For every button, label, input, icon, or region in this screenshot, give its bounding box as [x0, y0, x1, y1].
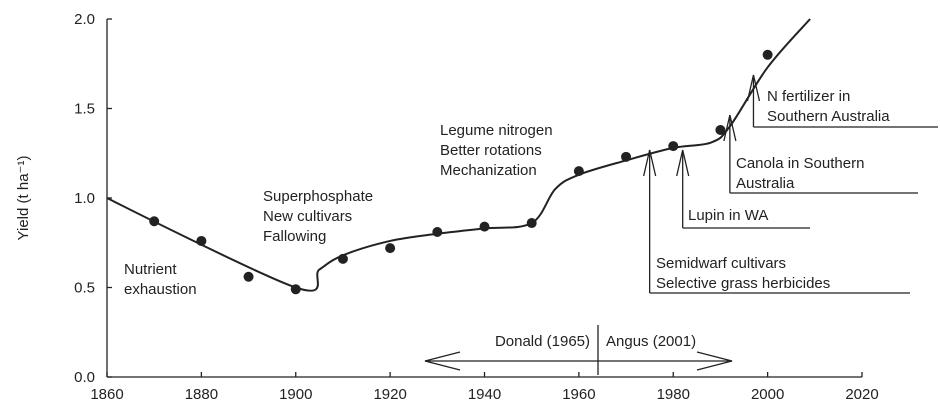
data-point — [715, 124, 726, 135]
x-tick-label: 1880 — [185, 386, 218, 403]
x-tick-label: 1980 — [657, 386, 690, 403]
y-tick-label: 2.0 — [74, 11, 95, 28]
x-tick-label: 2000 — [751, 386, 784, 403]
annotation: Fallowing — [263, 228, 326, 245]
annotation: Australia — [736, 175, 795, 192]
annotation: Nutrient — [124, 261, 177, 278]
period-label: Donald (1965) — [495, 333, 590, 350]
annotation: N fertilizer in — [767, 88, 850, 105]
annotation: exhaustion — [124, 281, 197, 298]
annotation: Mechanization — [440, 162, 537, 179]
y-tick-label: 1.5 — [74, 101, 95, 118]
data-point — [385, 243, 396, 254]
annotation: Superphosphate — [263, 188, 373, 205]
period-label: Angus (2001) — [606, 333, 696, 350]
annotation: Lupin in WA — [688, 207, 768, 224]
arrow-head — [746, 74, 761, 102]
arrow-head — [424, 351, 461, 371]
y-tick-label: 1.0 — [74, 190, 95, 207]
annotation: Legume nitrogen — [440, 122, 553, 139]
arrow-head — [723, 114, 737, 142]
annotation: Canola in Southern — [736, 155, 864, 172]
data-point — [432, 227, 443, 238]
annotation: Selective grass herbicides — [656, 275, 830, 292]
data-point — [243, 271, 254, 282]
data-point — [479, 221, 490, 232]
arrow-head — [696, 351, 733, 371]
annotation: New cultivars — [263, 208, 352, 225]
y-tick-label: 0.5 — [74, 280, 95, 297]
x-tick-label: 1920 — [373, 386, 406, 403]
data-point — [762, 49, 773, 60]
x-tick-label: 1860 — [90, 386, 123, 403]
annotation: Better rotations — [440, 142, 542, 159]
trend-line — [106, 18, 811, 292]
annotation: Semidwarf cultivars — [656, 255, 786, 272]
annotation: Southern Australia — [767, 108, 890, 125]
y-axis-label: Yield (t ha⁻¹) — [15, 156, 32, 241]
y-tick-label: 0.0 — [74, 369, 95, 386]
x-tick-label: 1960 — [562, 386, 595, 403]
x-tick-label: 1940 — [468, 386, 501, 403]
arrow-head — [643, 149, 657, 177]
x-tick-label: 1900 — [279, 386, 312, 403]
arrow-head — [676, 149, 690, 177]
x-tick-label: 2020 — [845, 386, 878, 403]
